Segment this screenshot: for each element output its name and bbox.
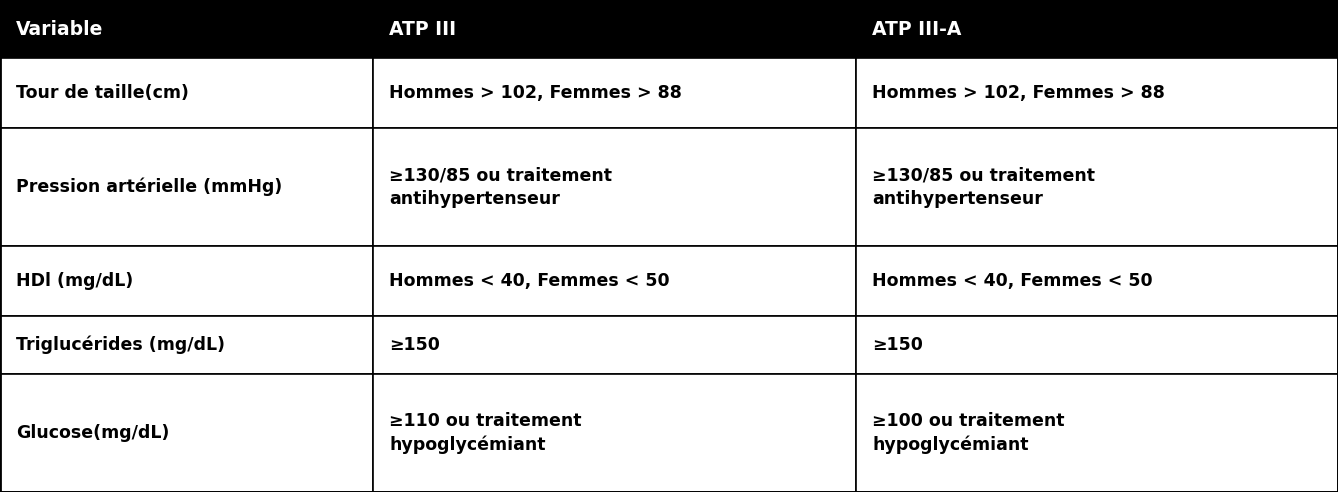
Text: ATP III-A: ATP III-A — [872, 20, 962, 39]
Text: ≥110 ou traitement
hypoglycémiant: ≥110 ou traitement hypoglycémiant — [389, 412, 582, 454]
Text: HDl (mg/dL): HDl (mg/dL) — [16, 272, 134, 290]
Bar — [0, 374, 373, 492]
Bar — [0, 316, 373, 374]
Text: Hommes < 40, Femmes < 50: Hommes < 40, Femmes < 50 — [872, 272, 1153, 290]
Text: ≥130/85 ou traitement
antihypertenseur: ≥130/85 ou traitement antihypertenseur — [872, 166, 1096, 208]
Text: Hommes > 102, Femmes > 88: Hommes > 102, Femmes > 88 — [872, 84, 1165, 102]
Text: Hommes < 40, Femmes < 50: Hommes < 40, Femmes < 50 — [389, 272, 670, 290]
Bar — [856, 316, 1338, 374]
Text: ATP III: ATP III — [389, 20, 456, 39]
Bar — [373, 246, 856, 316]
Text: Variable: Variable — [16, 20, 103, 39]
Text: Hommes > 102, Femmes > 88: Hommes > 102, Femmes > 88 — [389, 84, 682, 102]
Text: ≥150: ≥150 — [389, 336, 440, 354]
Text: Glucose(mg/dL): Glucose(mg/dL) — [16, 424, 170, 442]
Bar — [0, 0, 373, 59]
Text: Tour de taille(cm): Tour de taille(cm) — [16, 84, 189, 102]
Text: ≥100 ou traitement
hypoglycémiant: ≥100 ou traitement hypoglycémiant — [872, 412, 1065, 454]
Text: ≥130/85 ou traitement
antihypertenseur: ≥130/85 ou traitement antihypertenseur — [389, 166, 613, 208]
Bar — [373, 59, 856, 128]
Bar — [856, 374, 1338, 492]
Bar — [373, 128, 856, 246]
Bar — [0, 59, 373, 128]
Text: Triglucérides (mg/dL): Triglucérides (mg/dL) — [16, 336, 225, 354]
Bar — [373, 316, 856, 374]
Bar — [856, 0, 1338, 59]
Bar — [856, 128, 1338, 246]
Bar — [373, 0, 856, 59]
Text: ≥150: ≥150 — [872, 336, 923, 354]
Text: Pression artérielle (mmHg): Pression artérielle (mmHg) — [16, 178, 282, 196]
Bar — [373, 374, 856, 492]
Bar — [856, 59, 1338, 128]
Bar — [856, 246, 1338, 316]
Bar — [0, 128, 373, 246]
Bar — [0, 246, 373, 316]
